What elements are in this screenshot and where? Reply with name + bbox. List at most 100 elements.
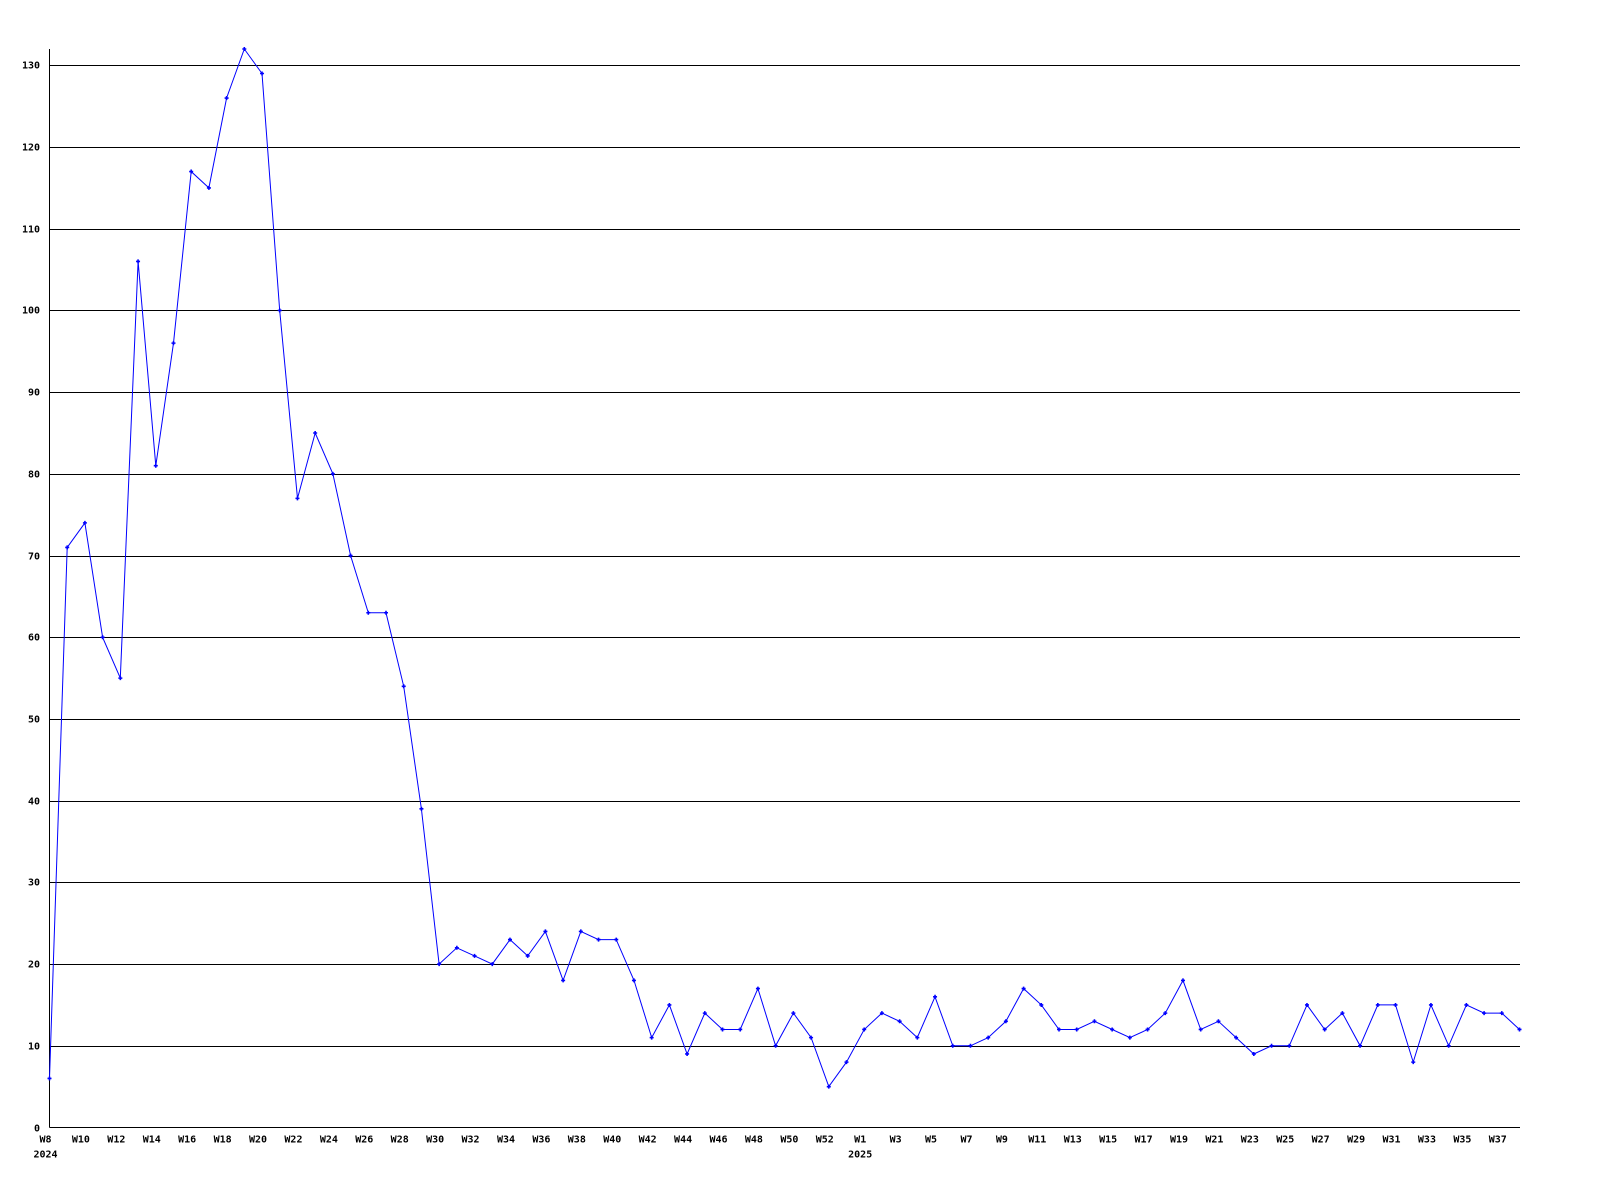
data-point [614,937,619,942]
data-point [1340,1011,1345,1016]
data-point [1287,1043,1292,1048]
data-point [401,684,406,689]
data-point [1428,1002,1433,1007]
x-year-label: 2024 [33,1150,57,1161]
data-point [100,635,105,640]
data-point [1092,1019,1097,1024]
data-point [1163,1011,1168,1016]
data-point [950,1043,955,1048]
data-point [543,929,548,934]
x-tick-label: W8 [39,1135,51,1146]
data-point [189,169,194,174]
data-point [1021,986,1026,991]
data-point [1482,1011,1487,1016]
x-tick-label: W42 [639,1135,657,1146]
y-tick-label: 80 [28,470,40,481]
x-tick-label: W30 [426,1135,444,1146]
data-point [1464,1002,1469,1007]
data-point [561,978,566,983]
data-point [1039,1002,1044,1007]
data-point [366,610,371,615]
x-tick-label: W24 [320,1135,338,1146]
data-point [260,71,265,76]
x-tick-label: W7 [960,1135,972,1146]
data-point [242,47,247,51]
x-tick-label: W52 [816,1135,834,1146]
data-point [1074,1027,1079,1032]
x-tick-label: W44 [674,1135,692,1146]
data-point [578,929,583,934]
x-tick-label: W32 [462,1135,480,1146]
x-tick-label: W50 [780,1135,798,1146]
data-point [1003,1019,1008,1024]
y-tick-label: 120 [22,143,40,154]
x-tick-label: W37 [1489,1135,1507,1146]
x-tick-label: W5 [925,1135,937,1146]
data-point [685,1051,690,1056]
data-point [472,953,477,958]
x-tick-label: W36 [532,1135,550,1146]
x-tick-label: W46 [709,1135,727,1146]
data-point [1127,1035,1132,1040]
data-point [65,545,70,550]
data-point [755,986,760,991]
x-tick-label: W31 [1382,1135,1400,1146]
x-tick-label: W29 [1347,1135,1365,1146]
x-tick-label: W25 [1276,1135,1294,1146]
x-tick-label: W19 [1170,1135,1188,1146]
y-tick-label: 90 [28,388,40,399]
y-tick-label: 30 [28,878,40,889]
data-point [631,978,636,983]
data-point [47,1076,52,1081]
y-tick-label: 40 [28,797,40,808]
x-tick-label: W20 [249,1135,267,1146]
x-tick-label: W22 [284,1135,302,1146]
data-point [153,463,158,468]
data-point [1358,1043,1363,1048]
y-tick-label: 130 [22,61,40,72]
data-point [773,1043,778,1048]
series-line [49,47,1520,1088]
data-point [171,341,176,346]
x-tick-label: W35 [1453,1135,1471,1146]
x-tick-label: W33 [1418,1135,1436,1146]
x-tick-label: W15 [1099,1135,1117,1146]
gridlines [49,65,1520,1047]
data-point [933,994,938,999]
data-point [206,185,211,190]
data-point [384,610,389,615]
data-point [1251,1051,1256,1056]
x-tick-label: W27 [1312,1135,1330,1146]
x-tick-label: W17 [1135,1135,1153,1146]
y-tick-label: 20 [28,960,40,971]
x-axis-ticks: W8 2024 W10 W12 W14 W16 W18 W20 W22 W24 W26 W28 W30 W… [33,1135,1506,1161]
data-point [1517,1027,1522,1032]
data-point [348,553,353,558]
data-point [1198,1027,1203,1032]
data-point [862,1027,867,1032]
data-point [879,1011,884,1016]
data-point [313,431,318,436]
data-point [1110,1027,1115,1032]
data-point [1269,1043,1274,1048]
x-tick-label: W10 [72,1135,90,1146]
data-point [525,953,530,958]
x-tick-label: W40 [603,1135,621,1146]
y-tick-label: 50 [28,715,40,726]
data-point [454,945,459,950]
x-tick-label: W16 [178,1135,196,1146]
data-point [419,806,424,811]
x-tick-label: W48 [745,1135,763,1146]
data-point [1234,1035,1239,1040]
y-tick-label: 60 [28,633,40,644]
x-tick-label: W3 [890,1135,902,1146]
data-point [1216,1019,1221,1024]
data-point [649,1035,654,1040]
x-year-label: 2025 [848,1150,872,1161]
data-point [702,1011,707,1016]
y-tick-label: 110 [22,225,40,236]
data-point [1304,1002,1309,1007]
data-point [738,1027,743,1032]
data-point [986,1035,991,1040]
